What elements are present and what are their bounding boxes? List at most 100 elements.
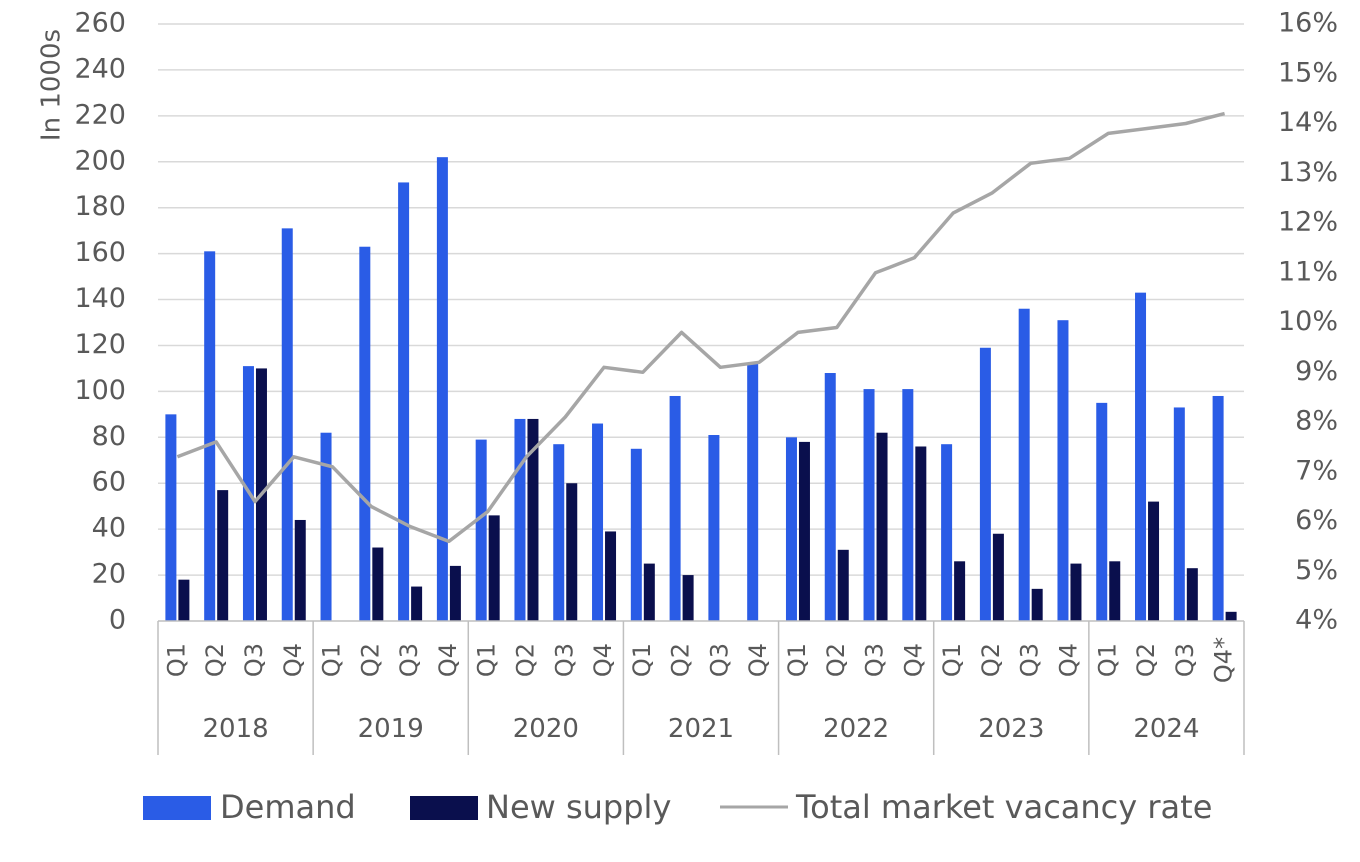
demand-bar (436, 157, 448, 621)
new-supply-bar (178, 579, 190, 621)
year-label: 2020 (513, 714, 579, 744)
left-tick-label: 60 (92, 467, 126, 498)
quarter-label: Q3 (550, 643, 578, 677)
right-tick-label: 9% (1295, 356, 1338, 387)
new-supply-bar (643, 563, 655, 621)
year-label: 2022 (823, 714, 889, 744)
demand-bar (785, 437, 797, 621)
year-label: 2023 (978, 714, 1044, 744)
new-supply-bar (1186, 568, 1198, 621)
demand-bar (669, 395, 681, 621)
right-tick-label: 8% (1295, 406, 1338, 437)
new-supply-bar (605, 531, 617, 621)
demand-bar (281, 228, 293, 621)
quarter-label: Q1 (628, 643, 656, 677)
demand-bar (165, 414, 177, 621)
quarter-label: Q1 (1093, 643, 1121, 677)
left-tick-label: 260 (74, 8, 126, 39)
quarter-label: Q1 (162, 643, 190, 677)
left-tick-label: 0 (109, 605, 126, 636)
new-supply-bar (992, 533, 1004, 621)
new-supply-bar (217, 490, 229, 621)
quarter-label: Q1 (783, 643, 811, 677)
quarter-label: Q3 (1016, 643, 1044, 677)
left-tick-label: 200 (74, 145, 126, 176)
new-supply-bar (411, 586, 423, 621)
right-tick-label: 7% (1295, 455, 1338, 486)
legend-swatch-demand (143, 796, 211, 820)
x-axis: Q1 Q2 Q3 Q4 Q1 Q2 Q3 Q4 Q1 Q2 Q3 Q4 Q1 Q2 Q3 Q4 Q1 Q2 Q3 Q4… (157, 620, 1245, 755)
demand-bar (553, 444, 565, 621)
right-tick-label: 13% (1278, 157, 1338, 188)
quarter-label: Q2 (822, 643, 850, 677)
demand-bar (863, 389, 875, 621)
quarter-label: Q1 (938, 643, 966, 677)
year-label: 2021 (668, 714, 734, 744)
demand-bar (359, 246, 371, 621)
left-tick-label: 120 (74, 329, 126, 360)
new-supply-bar (1148, 501, 1160, 621)
legend-label-vacancy-rate: Total market vacancy rate (795, 788, 1212, 826)
quarter-label: Q1 (473, 643, 501, 677)
quarter-label: Q2 (512, 643, 540, 677)
new-supply-bar (527, 418, 539, 621)
right-tick-label: 4% (1295, 605, 1338, 636)
quarter-label: Q2 (201, 643, 229, 677)
new-supply-bar (1225, 611, 1237, 621)
right-tick-label: 16% (1278, 8, 1338, 39)
new-supply-bar (954, 561, 966, 621)
new-supply-bar (372, 547, 384, 621)
quarter-label: Q3 (705, 643, 733, 677)
y-axis-label: In 1000s (37, 29, 67, 141)
new-supply-bar (682, 575, 694, 621)
left-tick-label: 20 (92, 559, 126, 590)
right-tick-label: 14% (1278, 107, 1338, 138)
demand-bar (1096, 402, 1108, 621)
right-tick-label: 5% (1295, 555, 1338, 586)
new-supply-bar (566, 483, 578, 621)
right-tick-label: 6% (1295, 505, 1338, 536)
demand-bar (902, 389, 914, 621)
legend-label-demand: Demand (220, 788, 356, 826)
right-axis: 4% 5% 6% 7% 8% 9% 10% 11% 12% 13% 14% 15% 16% (1278, 8, 1338, 636)
demand-bar (514, 418, 526, 621)
new-supply-bar (488, 515, 500, 621)
bars (165, 157, 1237, 622)
new-supply-bar (915, 446, 927, 621)
demand-bar (941, 444, 953, 621)
quarter-label: Q3 (395, 643, 423, 677)
demand-bar (979, 347, 991, 621)
left-tick-label: 160 (74, 237, 126, 268)
left-axis: 0 20 40 60 80 100 120 140 160 180 200 220 240 260 (74, 8, 126, 636)
quarter-label: Q4 (434, 643, 462, 677)
quarter-label: Q3 (1171, 643, 1199, 677)
quarter-label: Q2 (1132, 643, 1160, 677)
demand-bar (747, 363, 759, 621)
demand-bar (398, 182, 410, 621)
left-tick-label: 140 (74, 283, 126, 314)
quarter-label: Q4 (1055, 643, 1083, 677)
demand-bar (1057, 320, 1069, 621)
quarter-label: Q3 (240, 643, 268, 677)
left-tick-label: 40 (92, 513, 126, 544)
quarter-label: Q2 (667, 643, 695, 677)
new-supply-bar (1031, 588, 1043, 621)
right-tick-label: 12% (1278, 207, 1338, 238)
demand-bar (592, 423, 604, 621)
quarter-label: Q4* (1210, 637, 1238, 683)
right-tick-label: 11% (1278, 256, 1338, 287)
vacancy-line (176, 111, 1226, 544)
left-tick-label: 100 (74, 375, 126, 406)
new-supply-bar (1070, 563, 1082, 621)
demand-bar (1018, 308, 1030, 621)
year-label: 2018 (202, 714, 268, 744)
new-supply-bar (876, 432, 888, 621)
quarter-label: Q4 (279, 643, 307, 677)
legend-label-new-supply: New supply (486, 788, 671, 826)
quarter-label: Q4 (589, 643, 617, 677)
demand-bar (1212, 395, 1224, 621)
legend-swatch-new-supply (410, 796, 478, 820)
quarter-label: Q2 (977, 643, 1005, 677)
gridlines (158, 23, 1244, 576)
quarter-label: Q2 (356, 643, 384, 677)
